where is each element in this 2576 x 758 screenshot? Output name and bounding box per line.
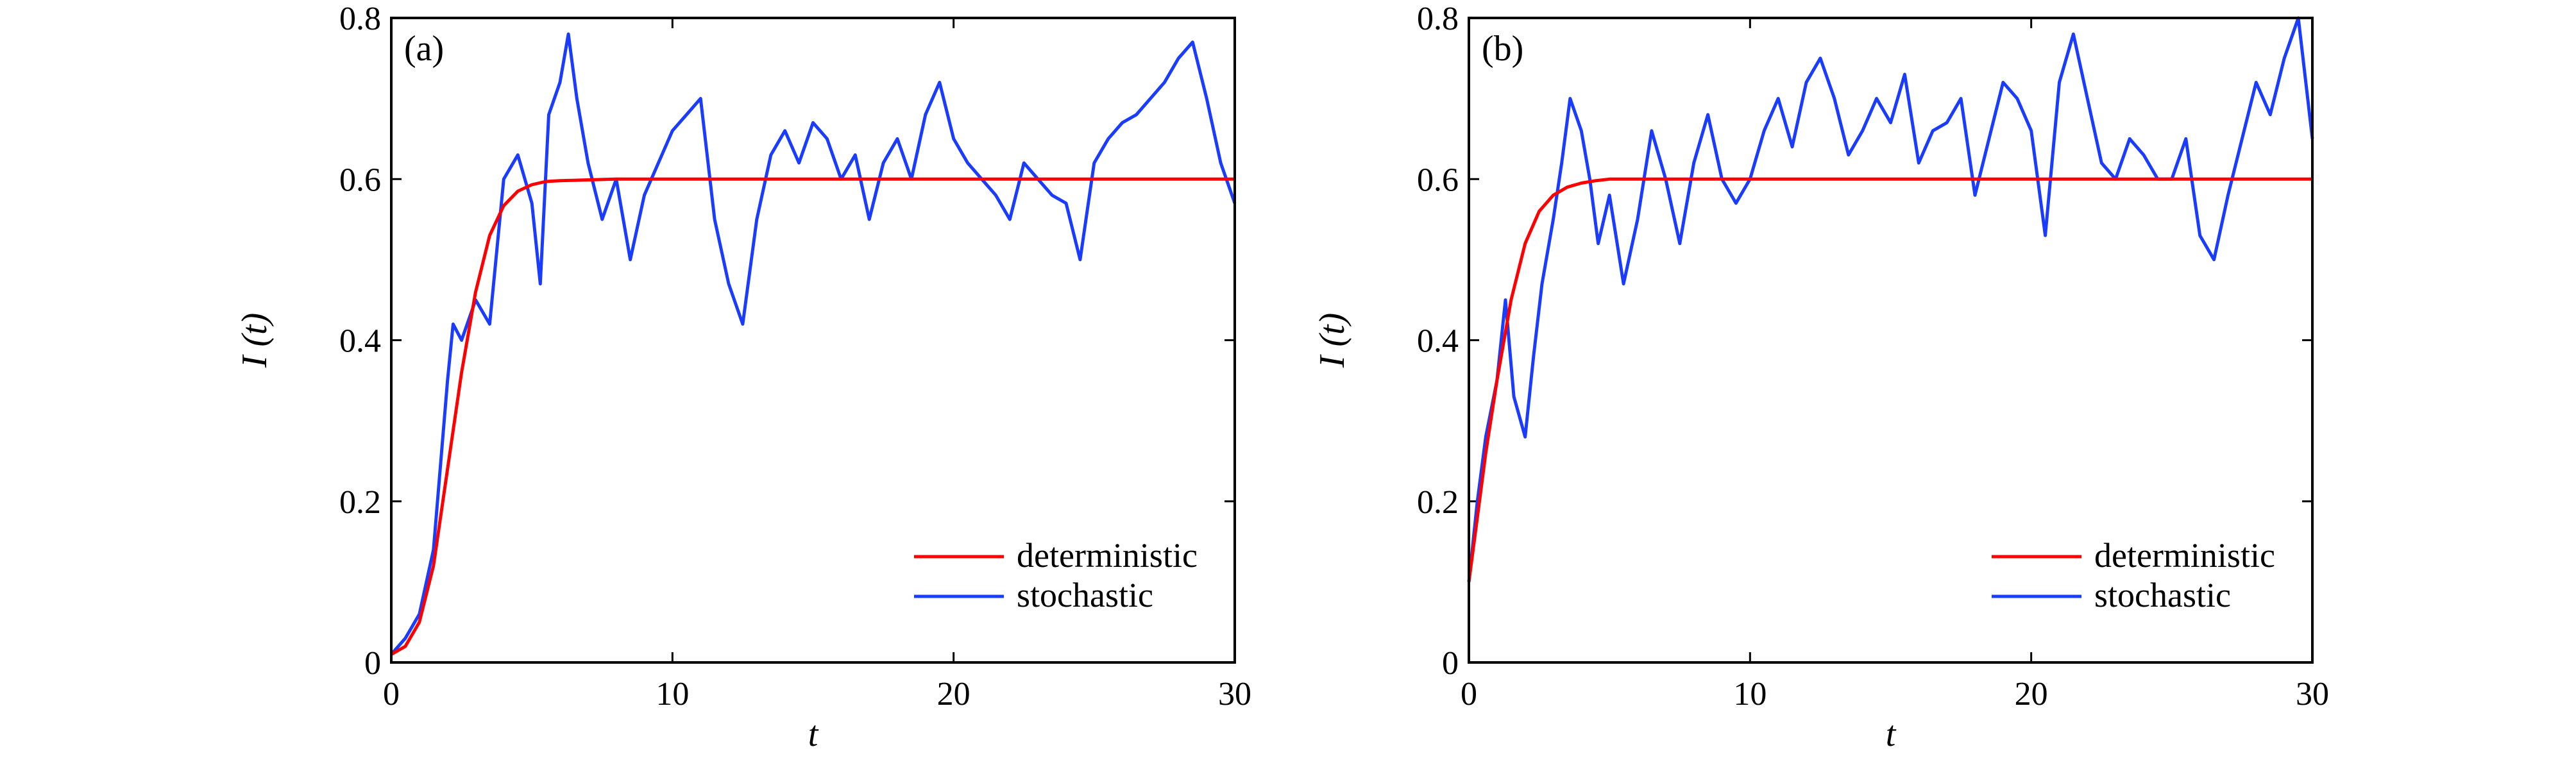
- x-axis-label: t: [1886, 714, 1897, 754]
- y-axis-label: I (t): [235, 313, 275, 369]
- y-tick-label: 0.2: [339, 484, 381, 521]
- x-tick-label: 20: [2015, 676, 2048, 712]
- y-axis-ticks: 0 0.2 0.4 0.6 0.8: [339, 1, 1235, 682]
- legend-label: deterministic: [2094, 536, 2275, 575]
- series-line-stochastic: [390, 32, 1237, 656]
- series-line-stochastic: [1467, 16, 2314, 582]
- y-axis-label: I (t): [1312, 313, 1352, 369]
- series-line-deterministic: [390, 177, 1235, 656]
- y-tick-label: 0.4: [1417, 323, 1459, 360]
- y-tick-label: 0.6: [339, 162, 381, 198]
- y-tick-label: 0.8: [339, 1, 381, 37]
- x-tick-label: 30: [2296, 676, 2329, 712]
- legend-label: stochastic: [1017, 576, 1153, 614]
- x-tick-label: 0: [383, 676, 400, 712]
- y-axis-ticks: 0 0.2 0.4 0.6 0.8: [1417, 1, 2312, 682]
- y-tick-label: 0.2: [1417, 484, 1459, 521]
- panel-label: (a): [404, 29, 444, 69]
- plot-frame: [1468, 17, 2314, 664]
- x-tick-label: 20: [937, 676, 970, 712]
- plot-frame: [390, 17, 1236, 664]
- y-tick-label: 0: [1442, 645, 1459, 682]
- x-tick-label: 10: [656, 676, 689, 712]
- series-line-deterministic: [1467, 177, 2312, 582]
- panel-label: (b): [1482, 29, 1523, 69]
- x-tick-label: 30: [1218, 676, 1251, 712]
- x-axis-ticks: 0 10 20 30: [1461, 18, 2329, 712]
- x-tick-label: 10: [1733, 676, 1767, 712]
- y-tick-label: 0.8: [1417, 1, 1459, 37]
- x-axis-label: t: [808, 714, 819, 754]
- y-tick-label: 0.6: [1417, 162, 1459, 198]
- y-tick-label: 0.4: [339, 323, 381, 360]
- chart-panel-b: 0 10 20 30 0 0.2 0.4 0.6 0.8 (b) t I (t) determinist…: [1312, 1, 2329, 754]
- x-tick-label: 0: [1461, 676, 1477, 712]
- chart-panel-a: 0 10 20 30 0 0.2 0.4 0.6 0.8 (a) t I (t) determinist…: [235, 1, 1251, 754]
- x-axis-ticks: 0 10 20 30: [383, 18, 1251, 712]
- y-tick-label: 0: [364, 645, 381, 682]
- legend-label: stochastic: [2094, 576, 2231, 614]
- legend-label: deterministic: [1017, 536, 1198, 575]
